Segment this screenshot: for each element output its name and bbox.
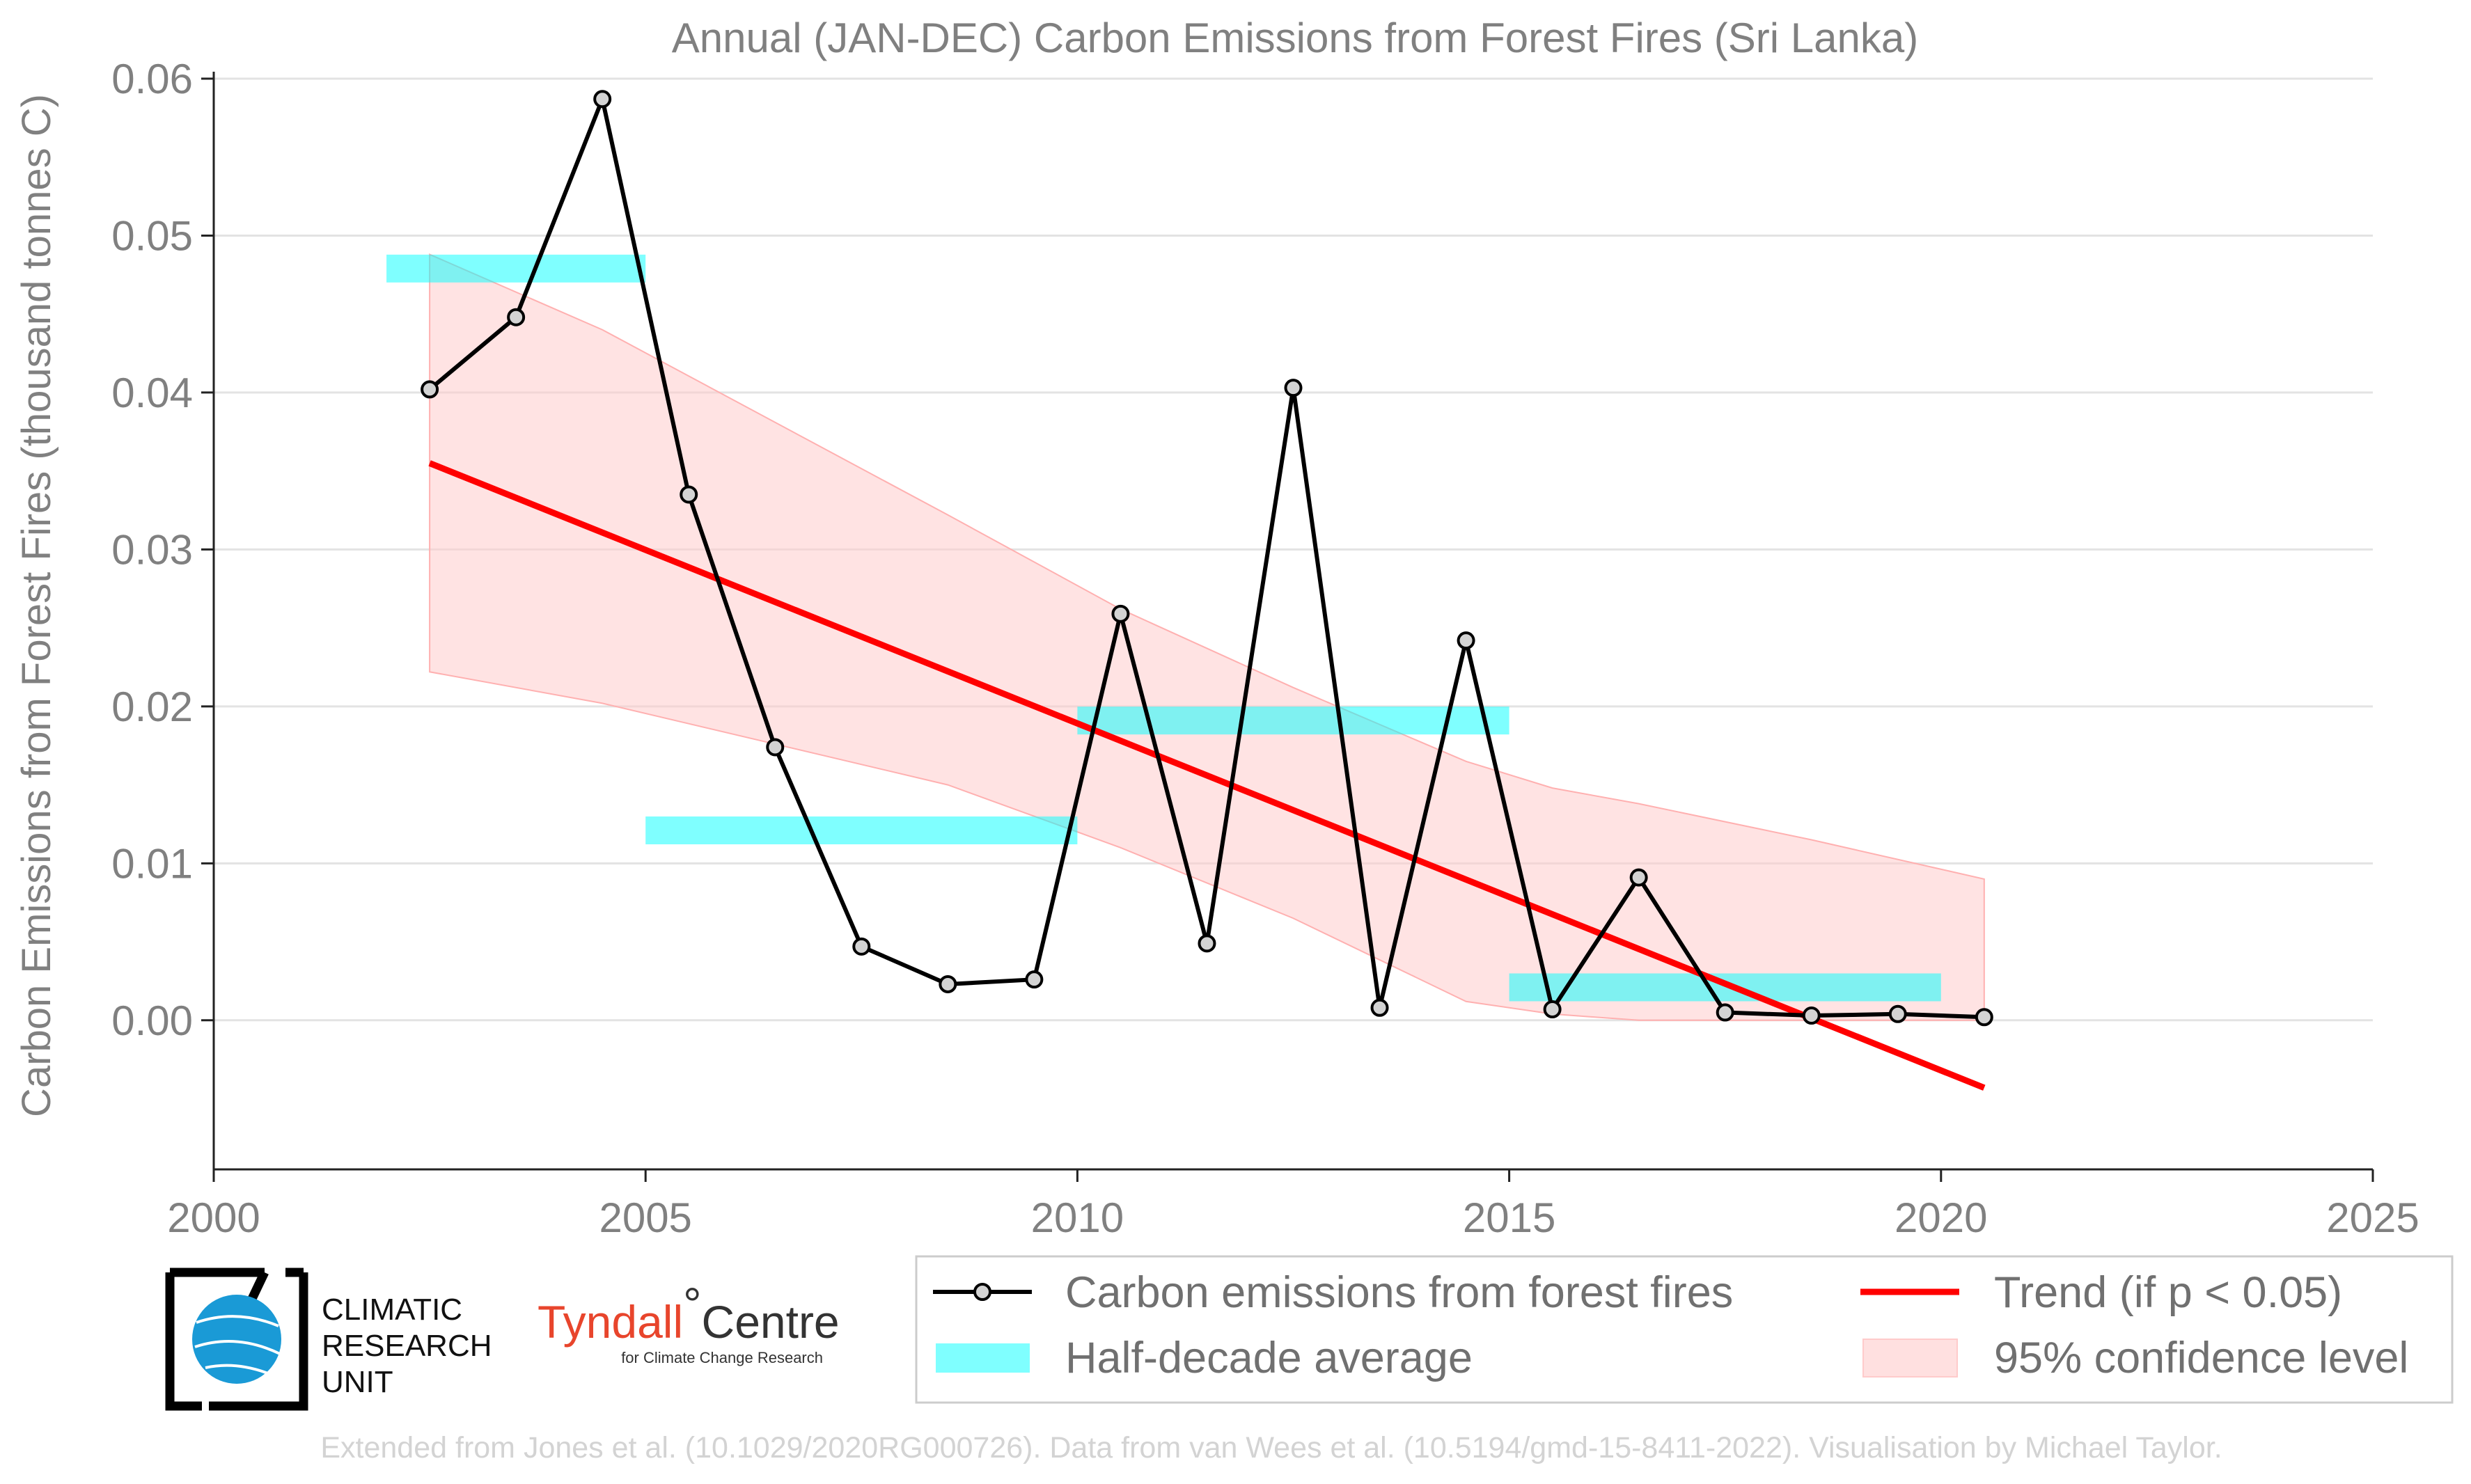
x-tick-label: 2000 <box>167 1194 260 1241</box>
data-point <box>1975 1008 1993 1027</box>
y-tick-label: 0.05 <box>111 212 193 259</box>
legend-label-band: 95% confidence level <box>1994 1334 2408 1382</box>
globe-icon <box>192 1295 281 1384</box>
y-tick-label: 0.06 <box>111 56 193 102</box>
data-point <box>1284 379 1303 397</box>
cru-line-3: UNIT <box>322 1365 393 1399</box>
x-tick-label: 2025 <box>2326 1194 2419 1241</box>
data-point <box>1543 1000 1562 1019</box>
y-axis-label: Carbon Emissions from Forest Fires (thou… <box>14 94 59 1117</box>
x-tick-label: 2010 <box>1031 1194 1124 1241</box>
data-point <box>421 380 439 399</box>
data-point <box>766 738 785 757</box>
svg-text:Tyndall°Centre: Tyndall°Centre <box>538 1278 840 1348</box>
y-tick-label: 0.01 <box>111 840 193 887</box>
series-layer <box>421 90 1993 1027</box>
y-tick-label: 0.00 <box>111 997 193 1044</box>
y-tick-label: 0.02 <box>111 684 193 730</box>
data-point <box>1198 934 1216 953</box>
y-tick-label: 0.03 <box>111 526 193 573</box>
tyndall-name-a: Tyndall <box>538 1296 683 1348</box>
y-tick-label: 0.04 <box>111 370 193 416</box>
legend-marker-swatch <box>973 1283 991 1301</box>
trend-line <box>428 460 1986 1091</box>
x-tick-labels: 2000 2005 2010 2015 2020 2025 <box>167 1169 2419 1241</box>
credit-line: Extended from Jones et al. (10.1029/2020… <box>320 1431 2222 1465</box>
y-tick-labels: 0.00 0.01 0.02 0.03 0.04 0.05 0.06 <box>111 56 214 1044</box>
legend-avg-swatch <box>936 1343 1030 1373</box>
data-point <box>1457 631 1475 650</box>
chart-title: Annual (JAN-DEC) Carbon Emissions from F… <box>672 15 1918 61</box>
data-point <box>1888 1004 1907 1023</box>
data-point <box>1802 1007 1821 1025</box>
x-tick-label: 2005 <box>599 1194 691 1241</box>
legend-box <box>915 1255 2454 1404</box>
data-point <box>1370 998 1389 1017</box>
legend-label-average: Half-decade average <box>1065 1334 1473 1382</box>
data-point <box>1025 970 1044 989</box>
x-tick-label: 2015 <box>1463 1194 1555 1241</box>
tyndall-name-b: Centre <box>702 1296 840 1348</box>
trend-layer <box>428 460 1986 1091</box>
data-point <box>1111 604 1130 623</box>
data-point <box>1629 868 1648 887</box>
cru-line-1: CLIMATIC <box>322 1293 462 1327</box>
tyndall-degree: ° <box>683 1278 701 1329</box>
data-point <box>680 485 698 504</box>
data-point <box>939 974 957 993</box>
tyndall-subtitle: for Climate Change Research <box>621 1349 823 1366</box>
legend-band-swatch <box>1862 1339 1958 1378</box>
legend-label-series: Carbon emissions from forest fires <box>1065 1268 1733 1317</box>
x-tick-label: 2020 <box>1895 1194 1987 1241</box>
legend: Carbon emissions from forest fires Half-… <box>915 1255 2454 1404</box>
data-point <box>852 937 871 956</box>
legend-label-trend: Trend (if p < 0.05) <box>1994 1268 2342 1317</box>
half-decade-average-bar <box>645 816 1078 844</box>
data-point <box>507 308 526 326</box>
tyndall-logo: Tyndall°Centre for Climate Change Resear… <box>538 1278 840 1366</box>
half-decade-average-bar <box>1509 973 1941 1002</box>
cru-line-2: RESEARCH <box>322 1329 492 1363</box>
data-point <box>593 90 612 109</box>
half-decade-average-bar <box>386 254 646 283</box>
cru-logo: CLIMATIC RESEARCH UNIT <box>165 1268 492 1411</box>
data-point <box>1716 1003 1734 1022</box>
